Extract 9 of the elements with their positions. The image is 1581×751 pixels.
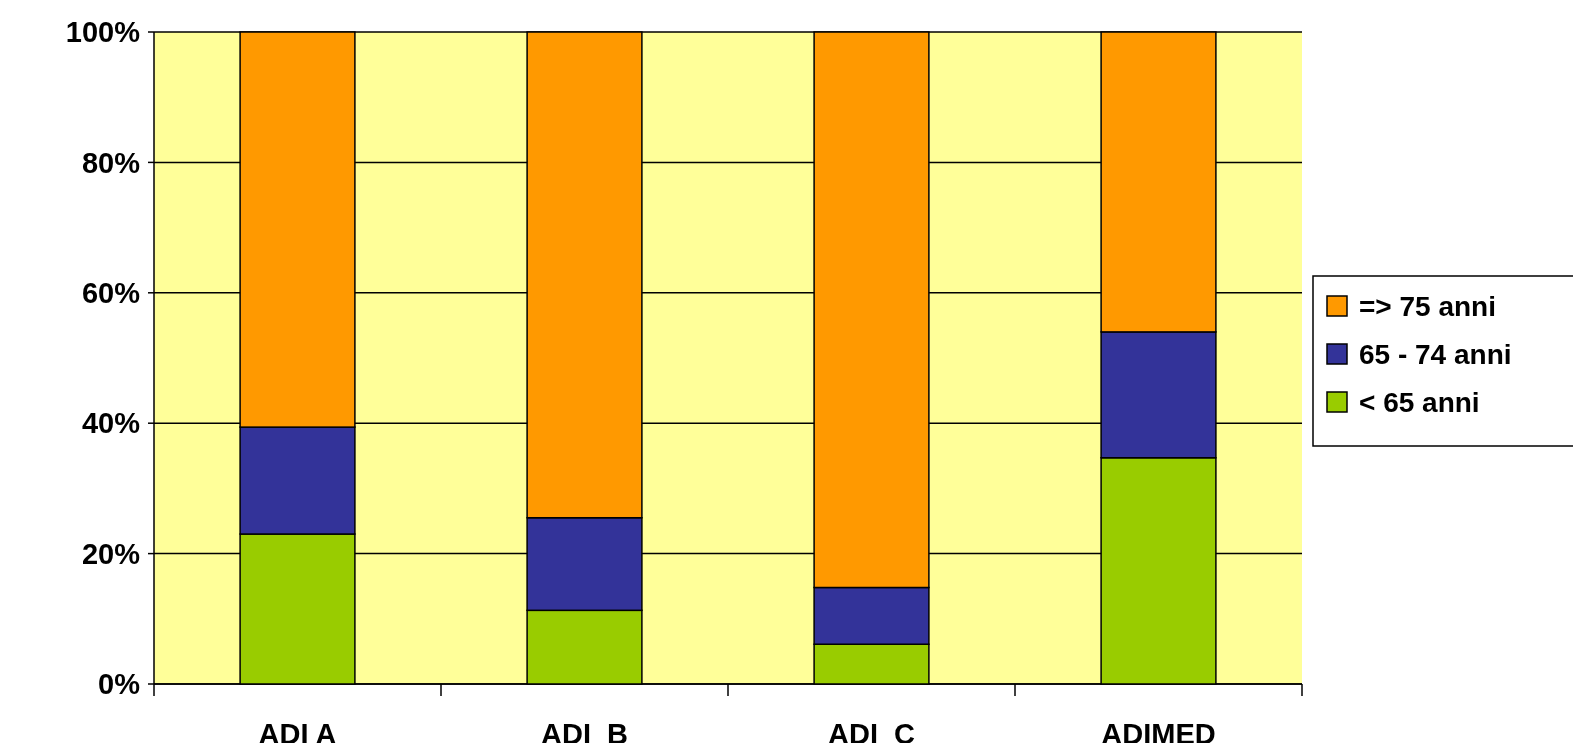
y-tick-label: 0%	[98, 668, 141, 701]
legend-label: < 65 anni	[1359, 386, 1480, 418]
legend-label: 65 - 74 anni	[1359, 338, 1512, 370]
legend-label: => 75 anni	[1359, 290, 1496, 322]
y-tick-label: 40%	[81, 407, 141, 440]
y-tick-label: 20%	[81, 537, 141, 570]
y-tick-label: 80%	[81, 146, 141, 179]
y-tick-label: 60%	[81, 276, 141, 309]
y-tick-label: 100%	[65, 16, 141, 49]
